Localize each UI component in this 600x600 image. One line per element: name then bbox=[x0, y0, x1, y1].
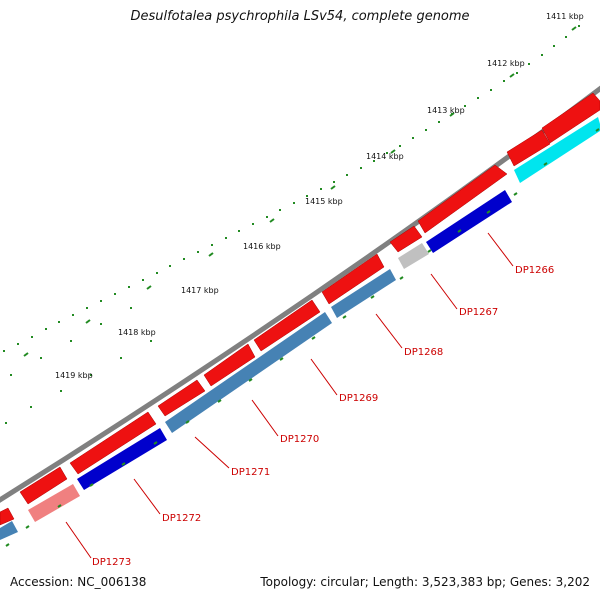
gene-forward bbox=[157, 379, 206, 417]
ruler-label-1413: 1413 kbp bbox=[427, 106, 465, 115]
gene-forward bbox=[69, 411, 157, 475]
gene-pale bbox=[28, 484, 80, 522]
gene-reverse-steel bbox=[331, 269, 396, 318]
gene-reverse-steel bbox=[0, 521, 18, 540]
forward-genes bbox=[0, 92, 600, 526]
ruler-label-1414: 1414 kbp bbox=[366, 152, 404, 161]
gene-label-dp1273: DP1273 bbox=[92, 557, 131, 568]
gene-forward bbox=[417, 164, 508, 234]
gene-pseudo-grey bbox=[398, 243, 429, 269]
gene-label-dp1272: DP1272 bbox=[162, 513, 201, 524]
accession-text: Accession: NC_006138 bbox=[10, 575, 147, 589]
gene-forward bbox=[506, 129, 551, 167]
ruler-label-1418: 1418 kbp bbox=[118, 328, 156, 337]
gene-label-dp1270: DP1270 bbox=[280, 434, 319, 445]
ruler-major-ticks bbox=[23, 26, 577, 357]
genome-title: Desulfotalea psychrophila LSv54, complet… bbox=[130, 9, 470, 24]
gene-forward bbox=[0, 507, 15, 526]
gene-leader-lines bbox=[65, 232, 514, 559]
topology-summary: Topology: circular; Length: 3,523,383 bp… bbox=[260, 575, 590, 589]
ruler-label-1417: 1417 kbp bbox=[181, 286, 219, 295]
ruler-label-1416: 1416 kbp bbox=[243, 242, 281, 251]
gene-forward bbox=[389, 225, 423, 253]
gene-label-dp1267: DP1267 bbox=[459, 307, 498, 318]
ruler-label-1412: 1412 kbp bbox=[487, 59, 525, 68]
ruler-label-1411: 1411 kbp bbox=[546, 12, 584, 21]
gene-forward bbox=[253, 299, 321, 352]
gene-label-dp1266: DP1266 bbox=[515, 265, 554, 276]
gene-label-dp1271: DP1271 bbox=[231, 467, 270, 478]
gene-reverse-steel bbox=[165, 312, 332, 433]
gene-reverse-blue bbox=[77, 428, 167, 490]
gene-cyan bbox=[514, 117, 600, 183]
gene-forward bbox=[203, 343, 256, 387]
ruler-label-1415: 1415 kbp bbox=[305, 197, 343, 206]
gene-reverse-blue bbox=[426, 190, 512, 253]
gene-forward bbox=[321, 253, 385, 305]
gene-label-dp1269: DP1269 bbox=[339, 393, 378, 404]
inner-ticks bbox=[5, 128, 600, 547]
gene-forward bbox=[19, 466, 68, 505]
ruler-label-1419: 1419 kbp bbox=[55, 371, 93, 380]
gene-forward bbox=[541, 92, 600, 144]
ruler-dots bbox=[3, 25, 580, 424]
gene-label-dp1268: DP1268 bbox=[404, 347, 443, 358]
